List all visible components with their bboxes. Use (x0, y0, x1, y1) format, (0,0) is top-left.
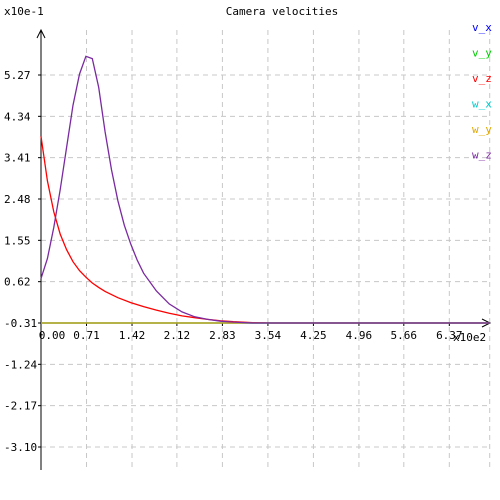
y-scale-label: x10e-1 (4, 5, 44, 18)
x-axis-arrow (481, 318, 492, 328)
y-tick-label: -0.31 (4, 317, 37, 330)
x-tick-label: 6.37 (436, 329, 463, 342)
y-tick-labels: 5.27 4.34 3.41 2.48 1.55 0.62 -0.31 -1.24 -2.17 -… (4, 69, 37, 454)
grid-lines (41, 30, 491, 470)
x-tick-label: 0.71 (73, 329, 100, 342)
legend-entry-w_y: w_y (472, 123, 492, 136)
y-tick-label: 3.41 (4, 152, 31, 165)
x-tick-label: 3.54 (255, 329, 282, 342)
chart-title: Camera velocities (226, 5, 339, 18)
x-tick-label: 5.66 (391, 329, 418, 342)
x-tick-label: 4.25 (300, 329, 327, 342)
y-tick-label: 5.27 (4, 69, 31, 82)
series-lines (40, 55, 490, 324)
x-tick-label: 2.83 (209, 329, 236, 342)
series-line-v_z (40, 136, 490, 324)
x-tick-label: 4.96 (346, 329, 373, 342)
series-line-w_z (40, 55, 490, 324)
y-tick-label: -1.24 (4, 358, 37, 371)
x-tick-label: 1.42 (119, 329, 146, 342)
y-tick-label: 4.34 (4, 110, 31, 123)
y-axis-arrow (36, 28, 46, 39)
x-tick-label: 2.12 (164, 329, 191, 342)
y-tick-label: 1.55 (4, 234, 31, 247)
axes (36, 28, 492, 470)
legend-entry-w_z: w_z (472, 149, 492, 162)
y-tick-label: 0.62 (4, 276, 31, 289)
legend-entry-v_y: v_y (472, 47, 492, 60)
legend-entry-v_x: v_x (472, 21, 492, 34)
y-tick-label: -2.17 (4, 400, 37, 413)
y-tick-label: 2.48 (4, 193, 31, 206)
x-tick-label: 0.00 (39, 329, 66, 342)
x-tick-labels: 0.00 0.71 1.42 2.12 2.83 3.54 4.25 4.96 5.66 6.37 (39, 329, 463, 342)
legend: v_x v_y v_z w_x w_y w_z (472, 21, 492, 162)
legend-entry-w_x: w_x (472, 98, 492, 111)
x-scale-label: x10e2 (453, 331, 486, 344)
legend-entry-v_z: v_z (472, 72, 492, 85)
y-tick-label: -3.10 (4, 441, 37, 454)
